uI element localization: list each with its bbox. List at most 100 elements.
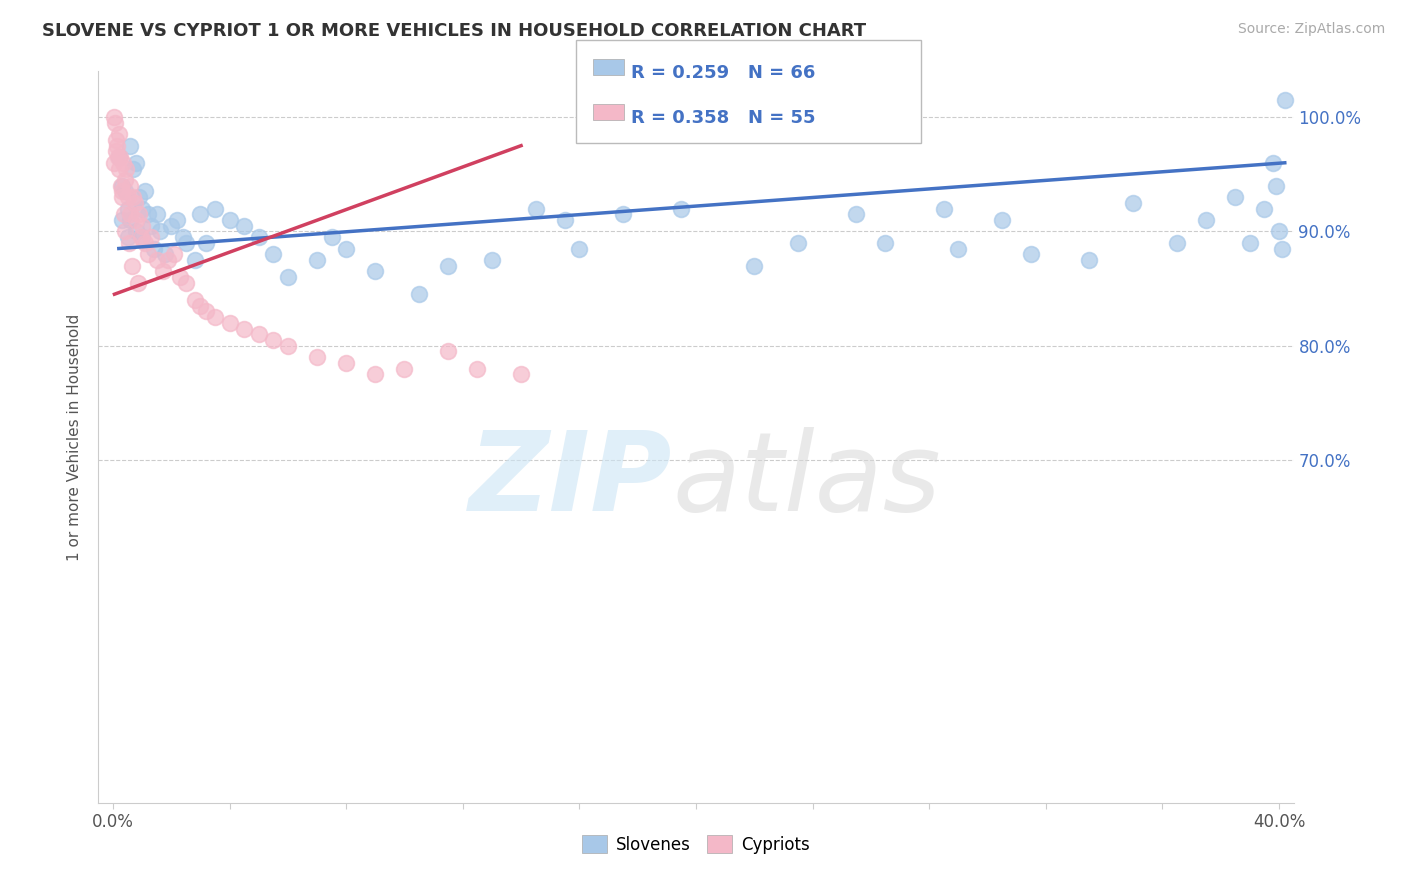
Point: [612, 207, 634, 221]
Point: [103, 155, 125, 169]
Point: [149, 224, 172, 238]
Point: [1195, 213, 1218, 227]
Point: [233, 321, 256, 335]
Point: [1265, 178, 1288, 193]
Point: [524, 202, 547, 216]
Point: [136, 207, 159, 221]
Point: [218, 316, 240, 330]
Point: [204, 310, 226, 324]
Point: [1078, 252, 1101, 267]
Point: [120, 138, 142, 153]
Point: [510, 368, 533, 382]
Text: SLOVENE VS CYPRIOT 1 OR MORE VEHICLES IN HOUSEHOLD CORRELATION CHART: SLOVENE VS CYPRIOT 1 OR MORE VEHICLES IN…: [42, 22, 866, 40]
Text: R = 0.259   N = 66: R = 0.259 N = 66: [631, 64, 815, 82]
Point: [108, 150, 131, 164]
Point: [1274, 93, 1296, 107]
Point: [139, 230, 162, 244]
Point: [1271, 242, 1294, 256]
Point: [125, 224, 148, 238]
Point: [112, 207, 135, 221]
Point: [114, 173, 136, 187]
Point: [787, 235, 810, 250]
Point: [195, 235, 218, 250]
Point: [247, 327, 270, 342]
Point: [125, 213, 148, 227]
Point: [124, 195, 146, 210]
Point: [110, 178, 132, 193]
Point: [127, 276, 149, 290]
Point: [105, 133, 128, 147]
Point: [105, 138, 128, 153]
Text: ZIP: ZIP: [468, 427, 672, 534]
Point: [131, 202, 153, 216]
Point: [742, 259, 765, 273]
Legend: Slovenes, Cypriots: Slovenes, Cypriots: [576, 829, 815, 860]
Point: [174, 276, 197, 290]
Point: [114, 185, 136, 199]
Point: [394, 361, 416, 376]
Point: [481, 252, 503, 267]
Y-axis label: 1 or more Vehicles in Household: 1 or more Vehicles in Household: [67, 313, 83, 561]
Point: [1239, 235, 1261, 250]
Point: [155, 247, 177, 261]
Point: [1253, 202, 1275, 216]
Point: [108, 127, 131, 141]
Point: [262, 247, 284, 261]
Point: [671, 202, 693, 216]
Point: [117, 190, 139, 204]
Point: [145, 207, 167, 221]
Point: [131, 230, 153, 244]
Point: [163, 247, 186, 261]
Point: [110, 150, 132, 164]
Point: [1019, 247, 1042, 261]
Point: [115, 161, 138, 176]
Point: [305, 350, 328, 364]
Point: [1122, 195, 1144, 210]
Point: [467, 361, 489, 376]
Point: [118, 235, 141, 250]
Point: [845, 207, 868, 221]
Point: [111, 190, 134, 204]
Point: [125, 155, 148, 169]
Point: [568, 242, 591, 256]
Point: [437, 344, 460, 359]
Point: [204, 202, 226, 216]
Point: [104, 145, 127, 159]
Point: [120, 207, 142, 221]
Point: [157, 252, 180, 267]
Point: [190, 207, 212, 221]
Point: [218, 213, 240, 227]
Point: [121, 259, 143, 273]
Point: [129, 230, 152, 244]
Point: [172, 230, 194, 244]
Text: Source: ZipAtlas.com: Source: ZipAtlas.com: [1237, 22, 1385, 37]
Point: [142, 242, 165, 256]
Point: [233, 219, 256, 233]
Point: [554, 213, 576, 227]
Point: [183, 293, 205, 307]
Point: [169, 270, 191, 285]
Text: R = 0.358   N = 55: R = 0.358 N = 55: [631, 109, 815, 127]
Point: [117, 202, 139, 216]
Text: atlas: atlas: [672, 427, 941, 534]
Point: [104, 116, 127, 130]
Point: [111, 178, 134, 193]
Point: [108, 161, 131, 176]
Point: [305, 252, 328, 267]
Point: [134, 235, 156, 250]
Point: [136, 247, 159, 261]
Point: [277, 270, 299, 285]
Point: [111, 185, 134, 199]
Point: [183, 252, 205, 267]
Point: [103, 110, 125, 124]
Point: [122, 190, 145, 204]
Point: [131, 219, 153, 233]
Point: [437, 259, 460, 273]
Point: [134, 185, 156, 199]
Point: [364, 264, 387, 278]
Point: [408, 287, 430, 301]
Point: [128, 190, 150, 204]
Point: [128, 207, 150, 221]
Point: [122, 161, 145, 176]
Point: [139, 219, 162, 233]
